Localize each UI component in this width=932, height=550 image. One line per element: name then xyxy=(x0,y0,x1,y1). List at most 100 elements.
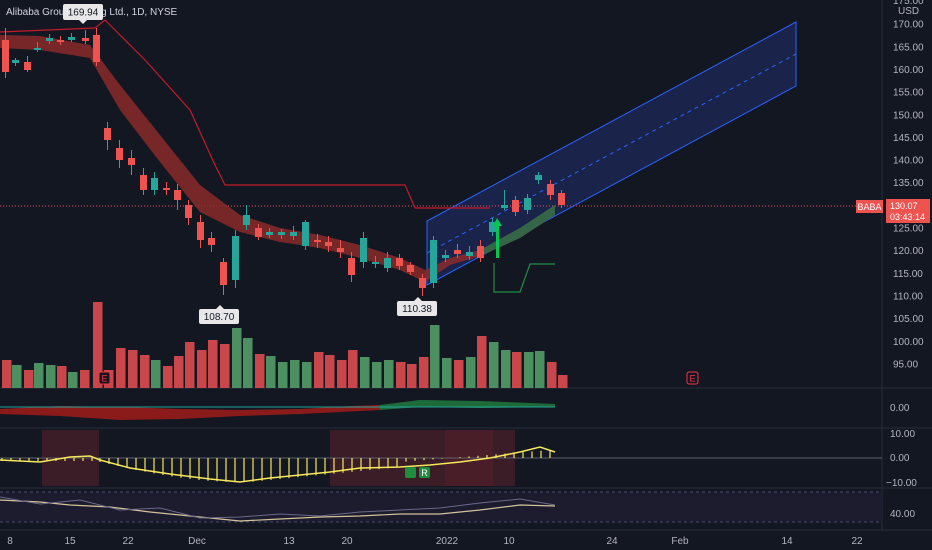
volume-bar xyxy=(501,350,511,388)
earnings-marker[interactable]: E xyxy=(98,371,111,385)
candle xyxy=(466,246,473,260)
candle xyxy=(82,30,89,44)
volume-bar xyxy=(185,342,195,388)
time-tick-label: 10 xyxy=(503,536,515,547)
volume-bar xyxy=(116,348,126,388)
low-callout-1: 108.70 xyxy=(199,305,239,324)
volume-bar xyxy=(325,355,335,388)
volume-bar xyxy=(80,370,90,388)
ma-ribbon xyxy=(0,35,555,282)
candle xyxy=(220,258,227,295)
trailing-stop-line xyxy=(0,19,490,209)
osc-axis-bottom: −10.00 xyxy=(886,478,917,489)
signal-badge-icon: R xyxy=(405,467,430,478)
volume-bar xyxy=(524,352,534,388)
volume-bar xyxy=(12,365,22,388)
candle xyxy=(489,218,496,236)
price-tick-label: 170.00 xyxy=(893,20,924,31)
volume-bar xyxy=(2,360,12,388)
volume-bar xyxy=(407,364,417,388)
rsi-secondary-line xyxy=(0,496,556,519)
volume-bar xyxy=(372,362,382,388)
candle xyxy=(46,34,53,44)
candle xyxy=(266,228,273,238)
candle xyxy=(512,196,519,216)
volume-bar xyxy=(163,366,173,388)
volume-bar xyxy=(24,370,34,388)
time-tick-label: 13 xyxy=(283,536,295,547)
price-tick-label: 155.00 xyxy=(893,88,924,99)
candle xyxy=(104,122,111,150)
volume-bar xyxy=(34,363,44,388)
candle xyxy=(140,168,147,195)
volume-bar xyxy=(466,357,476,388)
volume-bar xyxy=(442,358,452,388)
candle xyxy=(477,240,484,262)
time-tick-label: 15 xyxy=(64,536,76,547)
volume-bar xyxy=(337,360,347,388)
candle xyxy=(128,150,135,175)
time-tick-label: 8 xyxy=(7,536,13,547)
time-tick-label: 24 xyxy=(606,536,618,547)
svg-text:03:43:14: 03:43:14 xyxy=(890,212,925,222)
volume-bar xyxy=(547,362,557,388)
price-tick-label: 110.00 xyxy=(893,291,923,302)
volume-bar xyxy=(419,357,429,388)
high-callout: 169.94 xyxy=(63,4,103,24)
time-tick-label: 20 xyxy=(341,536,353,547)
candle xyxy=(360,232,367,268)
time-tick-label: 2022 xyxy=(436,536,459,547)
osc-line xyxy=(0,446,556,483)
svg-text:108.70: 108.70 xyxy=(204,312,235,323)
price-tick-label: 100.00 xyxy=(893,337,924,348)
time-tick-label: Feb xyxy=(671,536,689,547)
volume-bar xyxy=(477,336,487,388)
volume-bar xyxy=(348,350,358,388)
price-tick-label: 95.00 xyxy=(893,359,918,370)
candle xyxy=(12,58,19,66)
price-tick-label: 145.00 xyxy=(893,133,924,144)
volume-bar xyxy=(396,362,406,388)
candle xyxy=(34,42,41,52)
price-tick-label: 135.00 xyxy=(893,178,924,189)
candle xyxy=(68,33,75,42)
low-callout-2: 110.38 xyxy=(397,297,437,316)
trailing-support-line xyxy=(493,263,555,293)
rsi-line xyxy=(0,499,556,522)
volume-bar xyxy=(512,352,522,388)
volume-bar xyxy=(151,360,161,388)
candle xyxy=(396,254,403,270)
macd-histogram-red xyxy=(0,405,380,420)
price-tick-label: 165.00 xyxy=(893,42,924,53)
volume-bar xyxy=(128,350,138,388)
price-tick-label: 120.00 xyxy=(893,246,924,257)
svg-text:130.07: 130.07 xyxy=(890,201,918,211)
svg-text:E: E xyxy=(689,374,695,384)
price-tick-label: 115.00 xyxy=(893,269,923,280)
volume-bar xyxy=(220,344,230,388)
earnings-marker[interactable]: E xyxy=(686,371,699,385)
price-axis-currency: USD xyxy=(898,6,919,17)
candles xyxy=(2,28,565,296)
svg-text:110.38: 110.38 xyxy=(402,304,432,315)
candle xyxy=(197,215,204,248)
volume-bar xyxy=(302,362,312,388)
candle xyxy=(558,190,565,208)
price-axis: 175.00 170.00 165.00 160.00 155.00 150.00 145.… xyxy=(893,0,924,370)
candle xyxy=(302,220,309,250)
volume-bar xyxy=(232,328,242,388)
volume-bar xyxy=(93,302,103,388)
candle xyxy=(2,28,9,78)
volume-bar xyxy=(140,355,150,388)
buy-arrow-icon xyxy=(493,218,502,258)
time-axis: 8 15 22 Dec 13 20 2022 10 24 Feb 14 22 xyxy=(7,536,863,547)
time-tick-label: Dec xyxy=(188,536,206,547)
price-axis-bg xyxy=(882,0,932,530)
price-tick-label: 160.00 xyxy=(893,65,924,76)
candle xyxy=(419,274,426,296)
time-tick-label: 22 xyxy=(851,536,863,547)
candle xyxy=(454,244,461,258)
candle xyxy=(163,182,170,195)
candle xyxy=(255,224,262,240)
